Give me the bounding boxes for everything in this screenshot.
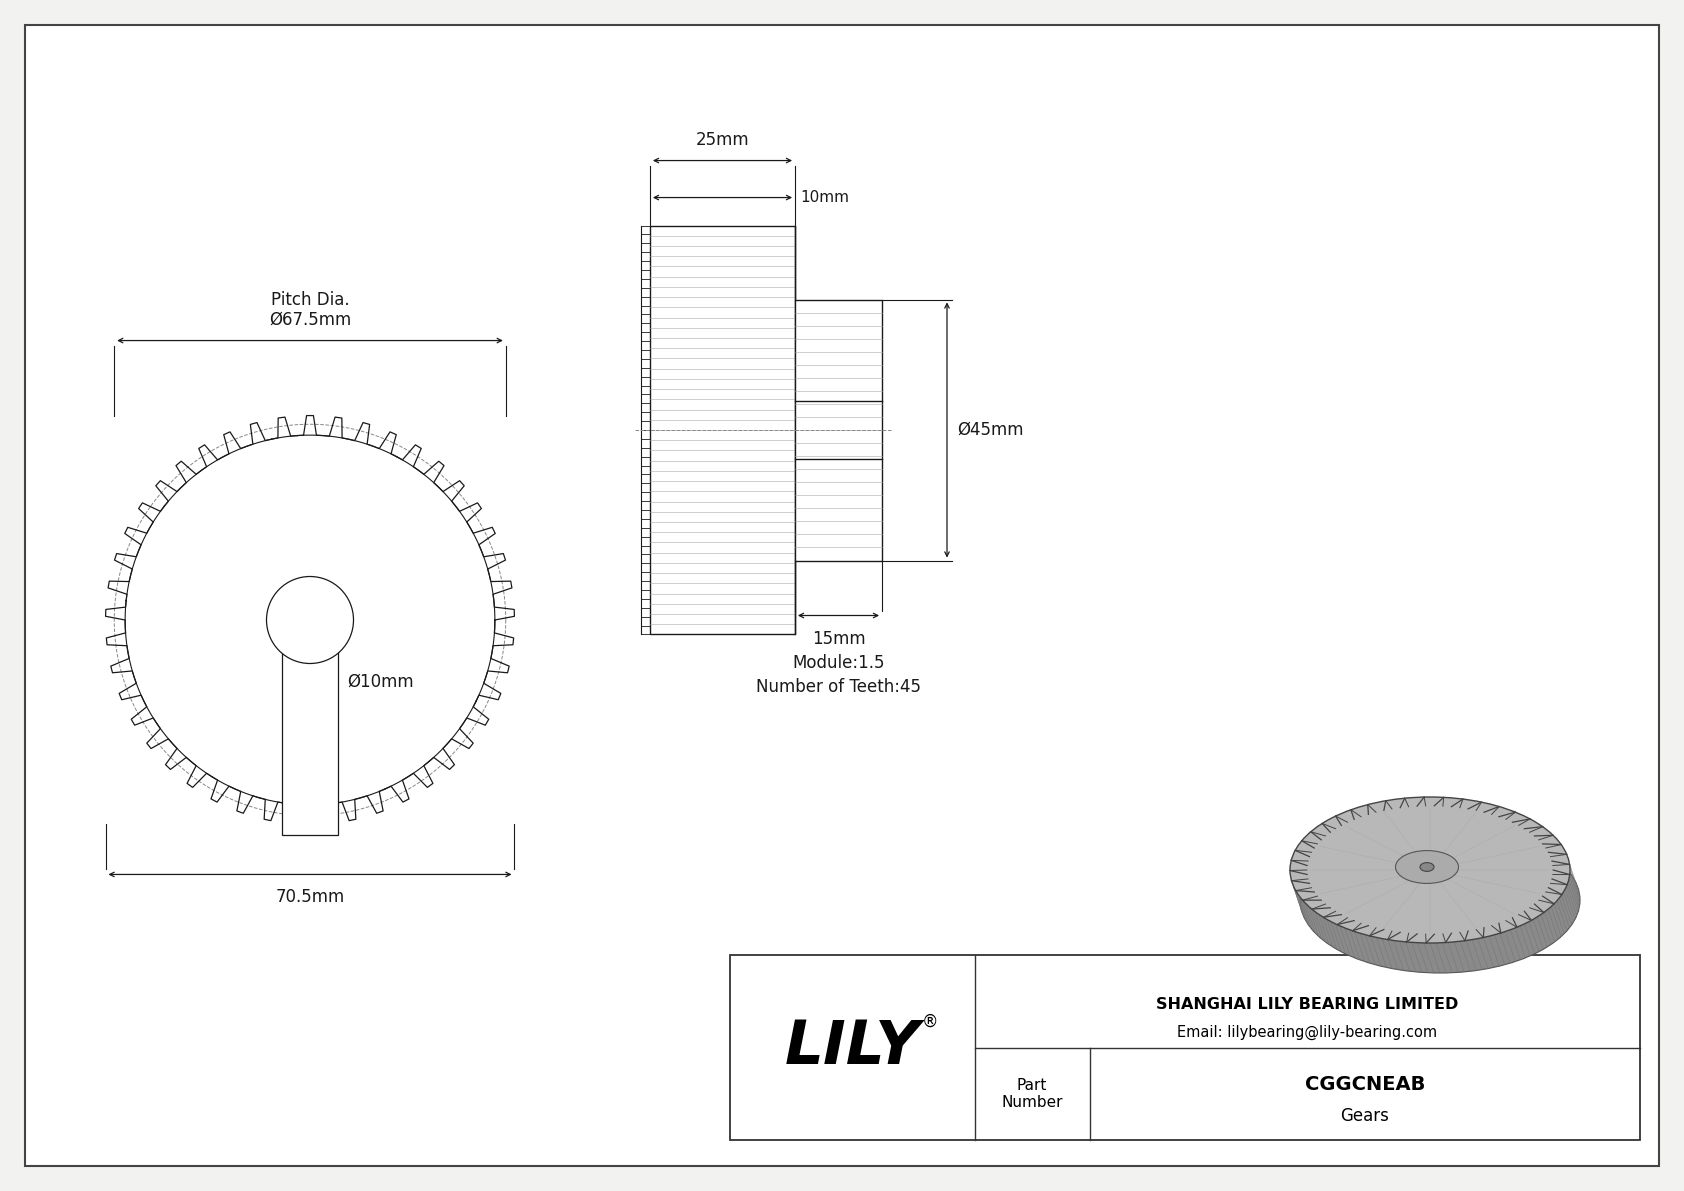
Text: 25mm: 25mm: [695, 131, 749, 149]
Bar: [729, 955, 1640, 1140]
Text: Email: lilybearing@lily-bearing.com: Email: lilybearing@lily-bearing.com: [1177, 1025, 1438, 1040]
Ellipse shape: [1396, 850, 1458, 884]
Text: CGGCNEAB: CGGCNEAB: [1305, 1075, 1425, 1095]
Text: 10mm: 10mm: [800, 191, 849, 205]
Text: Pitch Dia.: Pitch Dia.: [271, 291, 349, 308]
Text: Number of Teeth:45: Number of Teeth:45: [756, 678, 921, 696]
Text: LILY: LILY: [785, 1018, 919, 1077]
Circle shape: [266, 576, 354, 663]
Text: Ø45mm: Ø45mm: [957, 420, 1024, 439]
Bar: [795, 299, 882, 561]
Bar: [283, 615, 337, 835]
Text: Gears: Gears: [1340, 1106, 1389, 1125]
Text: Part
Number: Part Number: [1002, 1078, 1063, 1110]
Bar: [650, 225, 795, 635]
Text: 15mm: 15mm: [812, 630, 866, 648]
Text: ®: ®: [921, 1012, 938, 1030]
Ellipse shape: [1290, 797, 1569, 943]
Text: Module:1.5: Module:1.5: [791, 654, 884, 672]
Ellipse shape: [1300, 827, 1580, 973]
Text: 70.5mm: 70.5mm: [276, 888, 345, 906]
Text: Ø10mm: Ø10mm: [347, 673, 414, 691]
Ellipse shape: [1420, 862, 1435, 872]
Text: Ø67.5mm: Ø67.5mm: [269, 311, 352, 329]
Text: SHANGHAI LILY BEARING LIMITED: SHANGHAI LILY BEARING LIMITED: [1157, 997, 1458, 1012]
